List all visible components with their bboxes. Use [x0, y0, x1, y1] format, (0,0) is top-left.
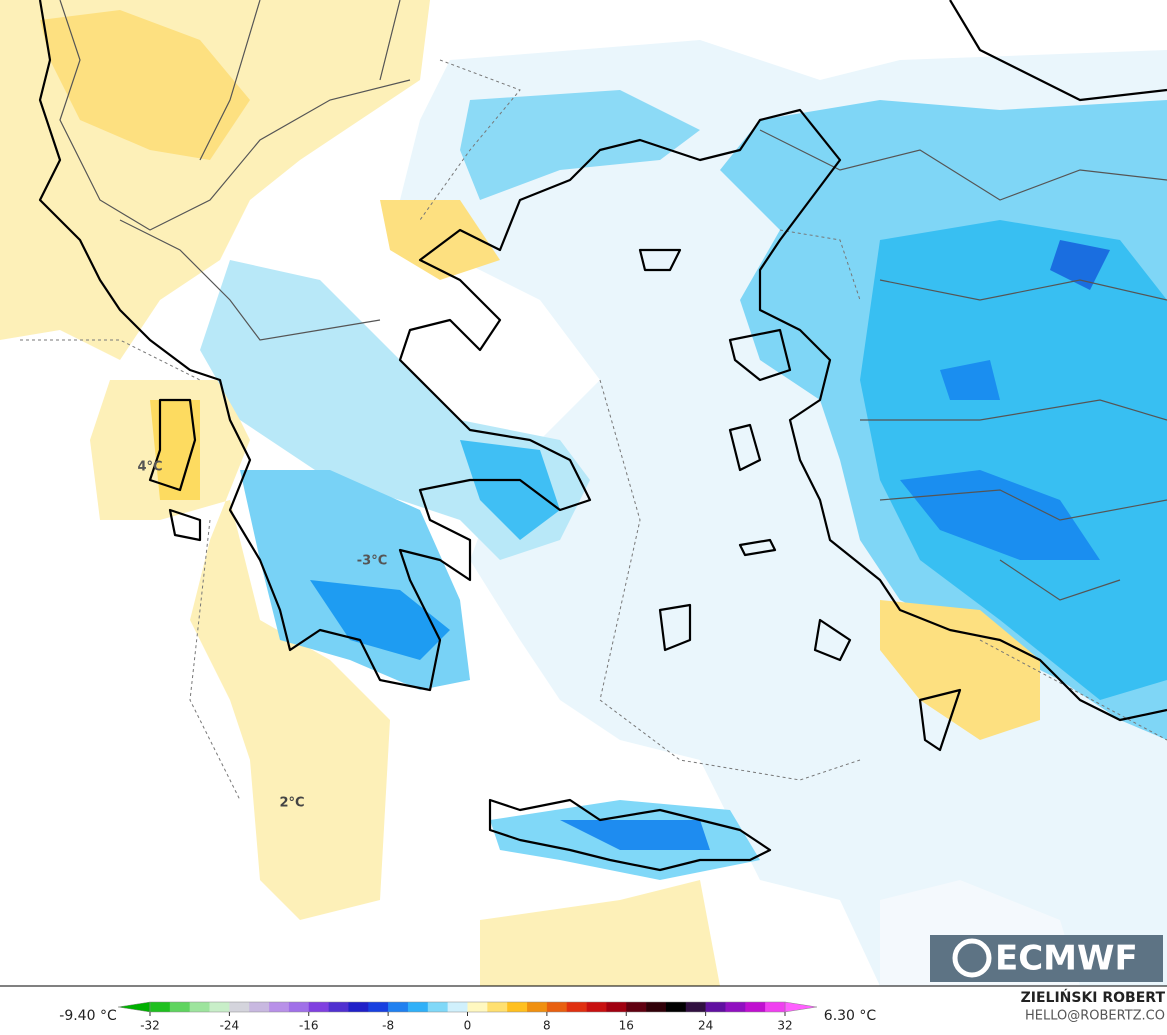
colorbar-segment: [626, 1002, 647, 1012]
colorbar-segment: [586, 1002, 607, 1012]
colorbar-segment: [467, 1002, 488, 1012]
colorbar-segment: [269, 1002, 290, 1012]
colorbar-segment: [765, 1002, 786, 1012]
colorbar-tick-label: -16: [299, 1019, 319, 1033]
colorbar-tick-label: 24: [698, 1019, 713, 1033]
colorbar-segment: [328, 1002, 349, 1012]
map-label: 4°C: [137, 460, 162, 475]
colorbar-high-end: [784, 1001, 818, 1013]
colorbar-tick-label: -32: [140, 1019, 160, 1033]
colorbar-tick-label: 8: [543, 1019, 551, 1033]
credit-contact: HELLO@ROBERTZ.CO: [1025, 1009, 1165, 1024]
colorbar: -32 -24 -16 -8 0 8 16 24 32: [117, 1001, 818, 1033]
colorbar-segment: [487, 1002, 508, 1012]
colorbar-tick-label: 16: [619, 1019, 634, 1033]
colorbar-segment: [447, 1002, 468, 1012]
map-label: 2°C: [279, 796, 304, 811]
colorbar-segment: [388, 1002, 409, 1012]
logo-text: ECMWF: [995, 939, 1138, 979]
colorbar-segment: [566, 1002, 587, 1012]
colorbar-tick-label: -8: [382, 1019, 394, 1033]
colorbar-segment: [606, 1002, 627, 1012]
colorbar-segment: [646, 1002, 667, 1012]
colorbar-segment: [685, 1002, 706, 1012]
colorbar-segment: [189, 1002, 210, 1012]
colorbar-segment: [368, 1002, 389, 1012]
credit-author: ZIELIŃSKI ROBERT: [1021, 988, 1166, 1006]
colorbar-max-label: 6.30 °C: [824, 1008, 877, 1024]
colorbar-low-end: [117, 1001, 151, 1013]
colorbar-segment: [427, 1002, 448, 1012]
colorbar-segment: [527, 1002, 548, 1012]
map-label: -3°C: [357, 554, 387, 569]
colorbar-segment: [725, 1002, 746, 1012]
colorbar-segment: [308, 1002, 329, 1012]
colorbar-segment: [229, 1002, 250, 1012]
colorbar-tick-label: 0: [464, 1019, 472, 1033]
colorbar-min-label: -9.40 °C: [59, 1008, 117, 1024]
colorbar-segment: [665, 1002, 687, 1012]
map: [0, 0, 1167, 986]
colorbar-segment: [507, 1002, 528, 1012]
colorbar-segment: [745, 1002, 766, 1012]
colorbar-segment: [288, 1002, 310, 1012]
logo: ECMWF: [930, 935, 1163, 982]
colorbar-tick-label: 32: [777, 1019, 792, 1033]
colorbar-segment: [249, 1002, 270, 1012]
colorbar-segment: [705, 1002, 726, 1012]
colorbar-segment: [546, 1002, 568, 1012]
colorbar-segment: [407, 1002, 429, 1012]
colorbar-tick-label: -24: [220, 1019, 240, 1033]
colorbar-segment: [348, 1002, 369, 1012]
colorbar-segment: [169, 1002, 190, 1012]
colorbar-segment: [150, 1002, 171, 1012]
colorbar-segment: [209, 1002, 230, 1012]
